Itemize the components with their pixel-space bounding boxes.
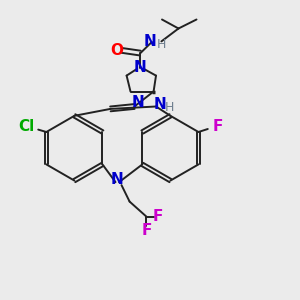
Text: N: N [144, 34, 156, 49]
Text: H: H [165, 100, 175, 114]
Text: H: H [157, 38, 166, 51]
Text: N: N [134, 60, 147, 75]
Text: N: N [154, 97, 167, 112]
Text: F: F [153, 209, 163, 224]
Text: F: F [141, 223, 152, 238]
Text: F: F [212, 119, 223, 134]
Text: Cl: Cl [19, 119, 35, 134]
Text: O: O [110, 43, 124, 58]
Text: N: N [111, 172, 123, 187]
Text: N: N [132, 95, 144, 110]
